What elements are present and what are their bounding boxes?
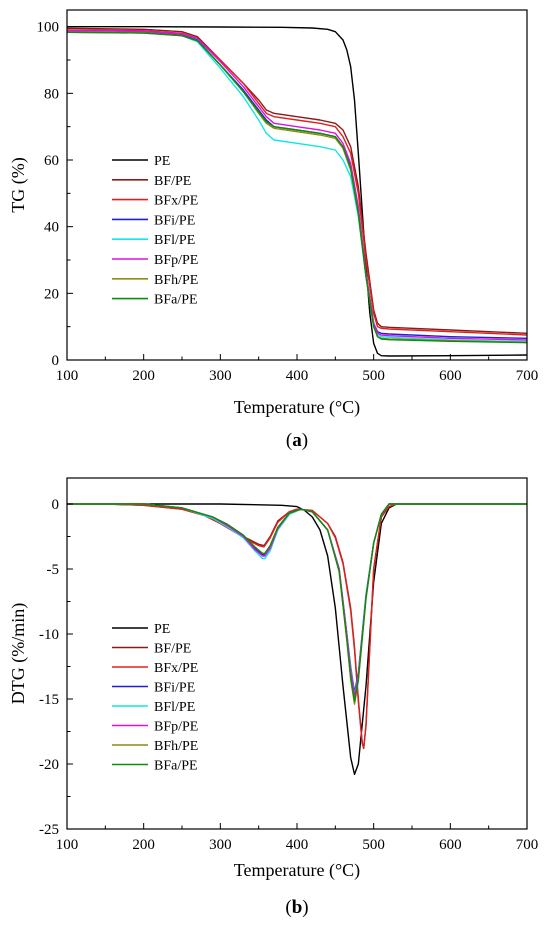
y-tick-label: -15 (39, 692, 59, 708)
series-line-bfx-pe (67, 503, 527, 750)
chart-panel-b: 100 200 300 400 500 600 700 0 -5 -10 -15 -20 -25 Temp… (8, 477, 539, 918)
series-line-bfh-pe (67, 31, 527, 344)
y-tick-label: 60 (44, 153, 59, 169)
series-line-bf-pe (67, 503, 527, 750)
y-tick-label: -25 (39, 822, 59, 838)
legend-label-bfp-pe: BFp/PE (154, 720, 198, 735)
legend-label-bf-pe: BF/PE (154, 174, 191, 189)
legend-label-bfx-pe: BFx/PE (154, 661, 198, 676)
legend-label-bfp-pe: BFp/PE (154, 253, 198, 268)
x-tick-label: 100 (56, 368, 79, 384)
caption-close: ) (302, 430, 308, 451)
legend-label-bfa-pe: BFa/PE (154, 293, 198, 308)
x-tick-label: 200 (132, 368, 155, 384)
y-axis-label: TG (%) (8, 157, 29, 212)
plot-frame (66, 477, 528, 830)
legend-label-bfi-pe: BFi/PE (154, 213, 195, 228)
x-axis-label: Temperature (°C) (234, 860, 360, 881)
y-tick-label: 0 (52, 497, 60, 513)
x-tick-label: 500 (362, 368, 385, 384)
series-group (67, 25, 527, 357)
x-tick-label: 600 (439, 837, 462, 853)
x-tick-label: 300 (209, 837, 232, 853)
x-tick-label: 200 (132, 837, 155, 853)
series-line-bfx-pe (67, 29, 527, 336)
y-tick-label: -10 (39, 627, 59, 643)
caption-open: ( (285, 897, 291, 918)
y-tick-label: 0 (52, 353, 60, 369)
legend-label-bf-pe: BF/PE (154, 642, 191, 657)
panel-caption: (a) (286, 430, 308, 451)
legend: PE BF/PE BFx/PE BFi/PE BFl/PE BFp/PE BFh/PE BFa… (112, 154, 198, 308)
x-tick-label: 700 (516, 837, 539, 853)
y-tick-label: 80 (44, 86, 59, 102)
legend-label-bfh-pe: BFh/PE (154, 273, 198, 288)
x-axis-label: Temperature (°C) (234, 397, 360, 418)
x-tick-label: 500 (362, 837, 385, 853)
x-tick-label: 100 (56, 837, 79, 853)
x-tick-label: 400 (286, 368, 309, 384)
caption-letter: b (292, 897, 303, 918)
y-tick-label: 100 (37, 20, 60, 36)
series-line-bfi-pe (67, 30, 527, 340)
series-line-bfp-pe (67, 29, 527, 341)
y-axis-label: DTG (%/min) (8, 603, 29, 704)
series-line-pe (67, 503, 527, 776)
legend-label-bfx-pe: BFx/PE (154, 194, 198, 209)
x-tick-label: 300 (209, 368, 232, 384)
legend-label-bfl-pe: BFl/PE (154, 233, 195, 248)
series-line-bfl-pe (67, 30, 527, 343)
plot-frame (66, 9, 528, 361)
legend-label-bfi-pe: BFi/PE (154, 681, 195, 696)
y-tick-label: 40 (44, 220, 59, 236)
series-line-pe (67, 25, 527, 357)
series-line-bfi-pe (67, 503, 527, 694)
x-tick-label: 700 (516, 368, 539, 384)
legend-label-pe: PE (154, 622, 170, 637)
legend-label-bfl-pe: BFl/PE (154, 700, 195, 715)
panel-caption: (b) (285, 897, 308, 918)
legend-label-bfh-pe: BFh/PE (154, 739, 198, 754)
y-tick-label: -5 (47, 562, 60, 578)
y-tick-label: 20 (44, 286, 59, 302)
series-group (67, 503, 527, 776)
series-line-bfh-pe (67, 503, 527, 705)
series-line-bf-pe (67, 27, 527, 335)
caption-open: ( (286, 430, 292, 451)
series-line-bfa-pe (67, 31, 527, 344)
legend-label-pe: PE (154, 154, 170, 169)
chart-panel-a: 100 200 300 400 500 600 700 0 20 40 60 80 100 Tempera… (8, 9, 539, 451)
legend: PE BF/PE BFx/PE BFi/PE BFl/PE BFp/PE BFh/PE BFa… (112, 622, 198, 774)
x-tick-label: 600 (439, 368, 462, 384)
x-tick-label: 400 (286, 837, 309, 853)
caption-letter: a (292, 430, 302, 451)
caption-close: ) (302, 897, 308, 918)
series-line-bfa-pe (67, 503, 527, 703)
y-tick-label: -20 (39, 757, 59, 773)
legend-label-bfa-pe: BFa/PE (154, 759, 198, 774)
